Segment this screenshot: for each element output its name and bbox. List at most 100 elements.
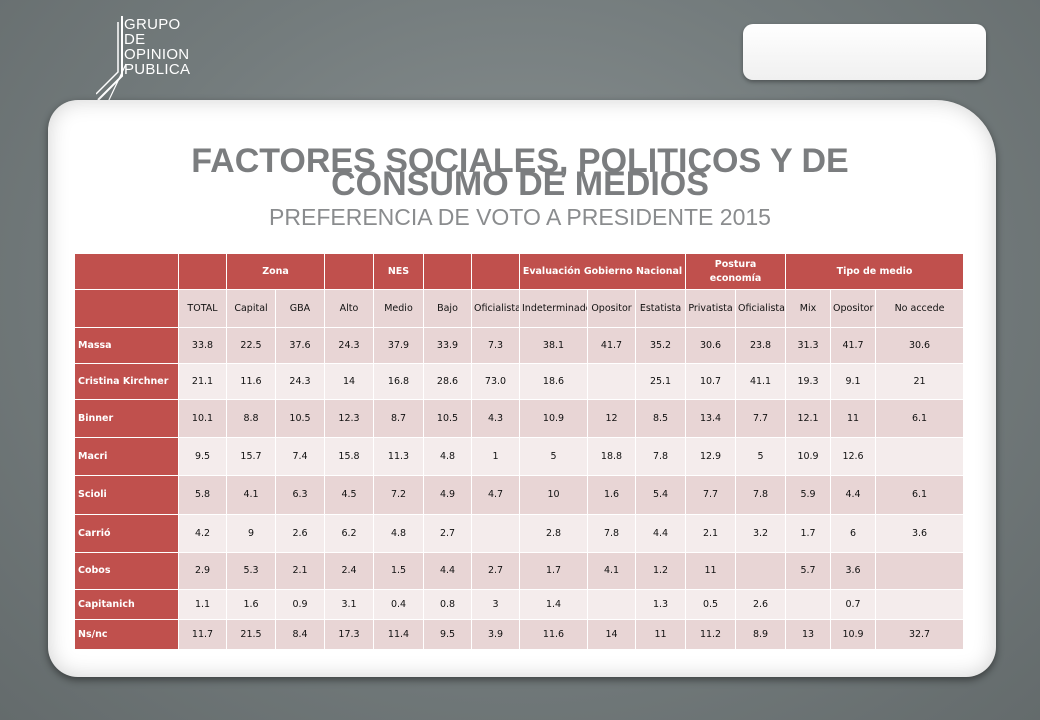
table-cell: 5.3 bbox=[226, 552, 276, 590]
table-cell: 6.1 bbox=[875, 399, 965, 438]
table-cell: 11.7 bbox=[178, 619, 227, 650]
table-cell: 13 bbox=[785, 619, 832, 650]
table-cell: 7.2 bbox=[373, 475, 424, 515]
table-cell: 2.9 bbox=[178, 552, 227, 590]
logo-line: GRUPO bbox=[124, 16, 181, 33]
group-header-postura: Postura economía bbox=[685, 253, 787, 290]
table-cell: 7.7 bbox=[735, 399, 787, 438]
table-cell: 5 bbox=[519, 437, 588, 476]
column-header: TOTAL bbox=[178, 289, 227, 328]
column-header-corner bbox=[74, 289, 179, 328]
table-cell: 41.1 bbox=[735, 363, 787, 400]
table-cell: 9.1 bbox=[830, 363, 877, 400]
table-cell: 6.2 bbox=[324, 514, 374, 553]
table-cell: 0.5 bbox=[685, 589, 737, 620]
table-cell: 11 bbox=[830, 399, 877, 438]
top-right-placeholder-box bbox=[743, 24, 986, 80]
table-row: Scioli 5.8 4.1 6.3 4.5 7.2 4.9 4.7 10 1.6 5.4 7.7 7.… bbox=[74, 475, 965, 515]
column-header: GBA bbox=[275, 289, 325, 328]
column-header: Oficialista bbox=[735, 289, 787, 328]
logo-line: DE bbox=[124, 31, 146, 48]
table-cell: 12.1 bbox=[785, 399, 832, 438]
table-cell: 4.4 bbox=[423, 552, 472, 590]
table-cell: 10.9 bbox=[785, 437, 832, 476]
table-cell: 15.8 bbox=[324, 437, 374, 476]
table-cell bbox=[587, 363, 636, 400]
table-cell: 13.4 bbox=[685, 399, 737, 438]
table-cell: 1.7 bbox=[519, 552, 588, 590]
table-cell: 21.1 bbox=[178, 363, 227, 400]
table-cell: 11.3 bbox=[373, 437, 424, 476]
table-cell: 11.6 bbox=[226, 363, 276, 400]
column-header: Bajo bbox=[423, 289, 472, 328]
table-cell: 15.7 bbox=[226, 437, 276, 476]
table-cell: 7.8 bbox=[587, 514, 636, 553]
group-header-row: Zona NES Evaluación Gobierno Nacional Po… bbox=[74, 253, 965, 290]
logo-line: PUBLICA bbox=[124, 61, 191, 78]
table-cell: 6.3 bbox=[275, 475, 325, 515]
grupo-opinion-publica-logo bbox=[96, 16, 127, 102]
table-cell: 1.7 bbox=[785, 514, 832, 553]
table-cell: 9.5 bbox=[423, 619, 472, 650]
column-header: Opositor bbox=[830, 289, 877, 328]
table-cell bbox=[875, 589, 965, 620]
table-cell: 17.3 bbox=[324, 619, 374, 650]
table-cell: 2.7 bbox=[423, 514, 472, 553]
column-header: Privatista bbox=[685, 289, 737, 328]
vote-preference-table: Zona NES Evaluación Gobierno Nacional Po… bbox=[74, 253, 965, 650]
table-cell: 11.4 bbox=[373, 619, 424, 650]
table-cell: 73.0 bbox=[471, 363, 520, 400]
table-cell: 41.7 bbox=[587, 327, 636, 364]
table-cell: 3 bbox=[471, 589, 520, 620]
table-cell: 5 bbox=[735, 437, 787, 476]
table-cell: 2.7 bbox=[471, 552, 520, 590]
table-cell: 10.5 bbox=[423, 399, 472, 438]
table-cell: 4.7 bbox=[471, 475, 520, 515]
table-cell: 0.8 bbox=[423, 589, 472, 620]
table-cell: 35.2 bbox=[634, 327, 687, 364]
table-body: Massa 33.8 22.5 37.6 24.3 37.9 33.9 7.3 38.1 41.7… bbox=[74, 327, 965, 650]
group-header-cell bbox=[324, 253, 374, 290]
table-cell: 41.7 bbox=[830, 327, 877, 364]
table-cell: 8.8 bbox=[226, 399, 276, 438]
table-row: Macri 9.5 15.7 7.4 15.8 11.3 4.8 1 5 18.8 7.8 12.9 5… bbox=[74, 437, 965, 476]
column-header: Opositor bbox=[587, 289, 636, 328]
table-cell: 38.1 bbox=[519, 327, 588, 364]
table-cell: 12 bbox=[587, 399, 636, 438]
table-cell: 1.3 bbox=[634, 589, 687, 620]
row-label: Massa bbox=[74, 327, 179, 364]
table-cell: 2.6 bbox=[735, 589, 787, 620]
group-header-zona: Zona bbox=[226, 253, 325, 290]
table-row: Binner 10.1 8.8 10.5 12.3 8.7 10.5 4.3 10.9 12 8.5… bbox=[74, 399, 965, 438]
table-cell: 8.5 bbox=[634, 399, 687, 438]
column-header: Estatista bbox=[634, 289, 687, 328]
table-cell: 14 bbox=[587, 619, 636, 650]
table-cell: 5.8 bbox=[178, 475, 227, 515]
table-row: Cobos 2.9 5.3 2.1 2.4 1.5 4.4 2.7 1.7 4.1 1.2 11 5.7… bbox=[74, 552, 965, 590]
table-cell: 10.9 bbox=[519, 399, 588, 438]
group-header-nes: NES bbox=[373, 253, 424, 290]
table-cell: 8.4 bbox=[275, 619, 325, 650]
row-label: Scioli bbox=[74, 475, 179, 515]
table-cell: 2.1 bbox=[685, 514, 737, 553]
table-cell: 30.6 bbox=[685, 327, 737, 364]
group-header-cell bbox=[423, 253, 472, 290]
row-label: Capitanich bbox=[74, 589, 179, 620]
table-cell: 10 bbox=[519, 475, 588, 515]
table-cell: 12.6 bbox=[830, 437, 877, 476]
table-cell: 4.5 bbox=[324, 475, 374, 515]
table-cell: 2.1 bbox=[275, 552, 325, 590]
table-cell: 10.1 bbox=[178, 399, 227, 438]
slide-title-line-1: FACTORES SOCIALES, POLITICOS Y DE bbox=[191, 142, 849, 180]
column-header-row: TOTAL Capital GBA Alto Medio Bajo Oficia… bbox=[74, 289, 965, 328]
table-cell: 5.4 bbox=[634, 475, 687, 515]
table-cell: 7.7 bbox=[685, 475, 737, 515]
table-cell bbox=[875, 552, 965, 590]
table-cell bbox=[785, 589, 832, 620]
table-cell: 22.5 bbox=[226, 327, 276, 364]
table-cell: 11 bbox=[634, 619, 687, 650]
table-cell: 2.8 bbox=[519, 514, 588, 553]
table-cell: 1.6 bbox=[226, 589, 276, 620]
table-cell: 3.6 bbox=[830, 552, 877, 590]
row-label: Ns/nc bbox=[74, 619, 179, 650]
